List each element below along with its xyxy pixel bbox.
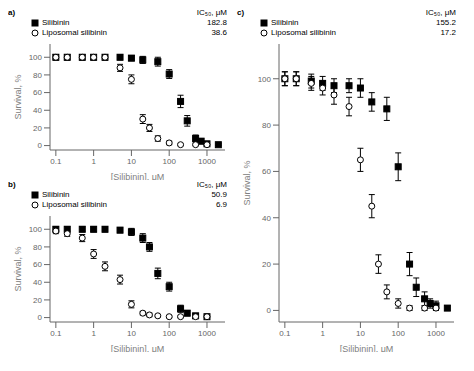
html-text:Silibinin: Silibinin [271,18,299,27]
html-text:182.8: 182.8 [207,18,227,27]
svg-text:100: 100 [163,329,177,338]
svg-text:100: 100 [163,157,177,166]
svg-text:1000: 1000 [427,329,445,338]
svg-text:Survival, %: Survival, % [13,74,23,119]
svg-text:0: 0 [267,306,272,315]
html-text:Silibinin: Silibinin [42,18,70,27]
svg-text:40: 40 [33,278,42,287]
html-text:IC₅₀, μM: IC₅₀, μM [196,8,227,17]
svg-text:0: 0 [38,141,43,150]
svg-text:0.1: 0.1 [50,157,62,166]
svg-text:100: 100 [29,53,43,62]
svg-text:10: 10 [127,157,136,166]
svg-text:40: 40 [262,214,271,223]
svg-text:80: 80 [33,243,42,252]
svg-text:0: 0 [38,313,43,322]
svg-text:1: 1 [320,329,325,338]
svg-text:100: 100 [258,75,272,84]
svg-text:60: 60 [33,88,42,97]
svg-text:100: 100 [29,225,43,234]
html-text:50.9: 50.9 [211,190,227,199]
svg-text:1000: 1000 [198,157,216,166]
svg-text:60: 60 [33,260,42,269]
svg-text:60: 60 [262,167,271,176]
html-text:155.2: 155.2 [436,18,456,27]
svg-text:[Silibinin], μM: [Silibinin], μM [340,344,394,352]
svg-text:1: 1 [91,157,96,166]
svg-text:[Silibinin], μM: [Silibinin], μM [111,172,165,180]
svg-text:0.1: 0.1 [279,329,291,338]
svg-text:80: 80 [33,71,42,80]
html-text:Silibinin: Silibinin [42,190,70,199]
svg-text:10: 10 [127,329,136,338]
html-text:IC₅₀, μM: IC₅₀, μM [425,8,456,17]
html-text:Liposomal silibinin: Liposomal silibinin [271,28,336,37]
html-text:a): a) [8,8,16,17]
svg-text:40: 40 [33,106,42,115]
svg-text:[Silibinin], μM: [Silibinin], μM [111,344,165,352]
svg-text:20: 20 [33,124,42,133]
html-text:38.6: 38.6 [211,28,227,37]
html-text:c): c) [237,8,245,17]
svg-text:20: 20 [262,260,271,269]
svg-text:20: 20 [33,296,42,305]
html-text:IC₅₀, μM: IC₅₀, μM [196,180,227,189]
html-text:17.2: 17.2 [440,28,456,37]
svg-text:Survival, %: Survival, % [242,160,252,205]
svg-text:0.1: 0.1 [50,329,62,338]
svg-text:80: 80 [262,121,271,130]
html-text:Liposomal silibinin: Liposomal silibinin [42,28,107,37]
html-text:b): b) [8,180,16,189]
svg-text:Survival, %: Survival, % [13,246,23,291]
html-text:6.9: 6.9 [215,200,227,209]
svg-text:1: 1 [91,329,96,338]
svg-text:10: 10 [356,329,365,338]
html-text:Liposomal silibinin: Liposomal silibinin [42,200,107,209]
svg-text:100: 100 [392,329,406,338]
svg-text:1000: 1000 [198,329,216,338]
